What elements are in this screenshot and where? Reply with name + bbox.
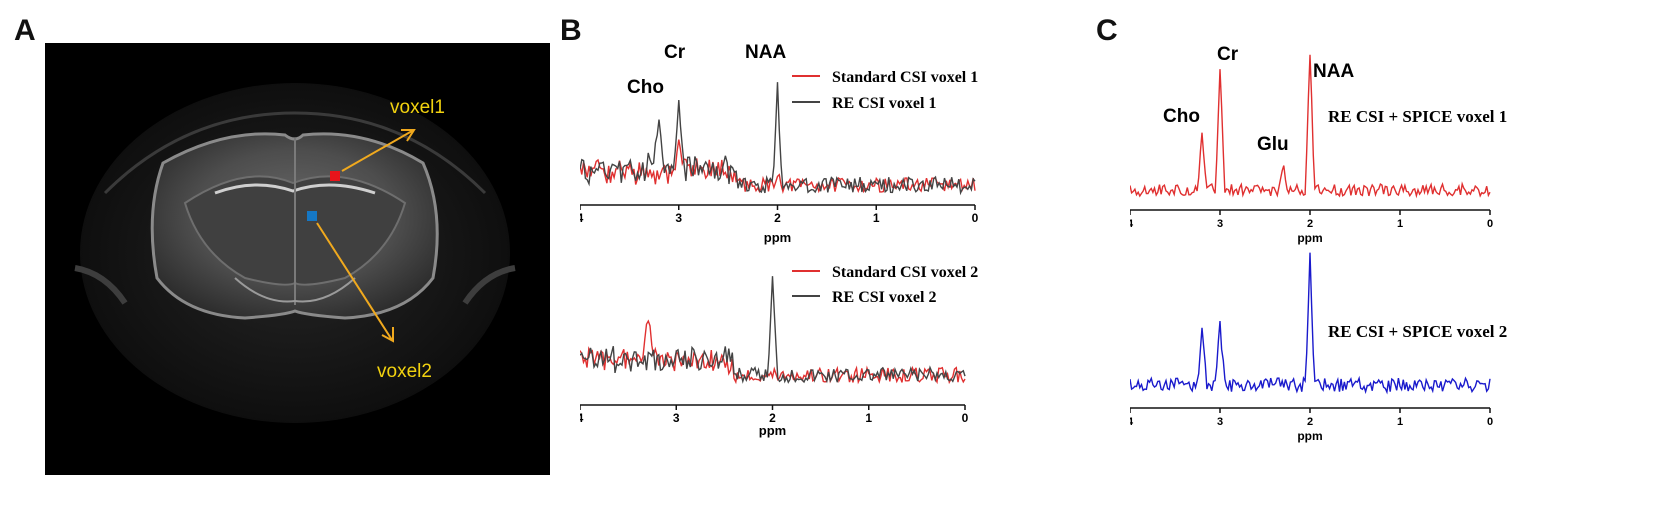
skull-contour	[103, 111, 487, 195]
glu-peak-label-c: Glu	[1257, 134, 1289, 155]
voxel-arrows	[316, 129, 416, 343]
legend-label-re-voxel1: RE CSI voxel 1	[832, 95, 936, 112]
voxel1-label: voxel1	[390, 97, 445, 118]
x-axis-label: ppm	[764, 230, 791, 245]
jaw-muscles	[74, 265, 516, 305]
standard-csi-voxel1-line	[580, 139, 976, 194]
x-tick-label: 4	[580, 411, 584, 425]
cr-peak-label: Cr	[664, 42, 686, 63]
x-tick-label: 3	[1217, 218, 1223, 230]
x-tick-label: 3	[1217, 416, 1223, 428]
voxel1-arrow	[341, 130, 413, 172]
spectrum-b-bottom: Standard CSI voxel 2 RE CSI voxel 2 4 3 2 1…	[580, 264, 978, 438]
x-tick-label: 1	[873, 211, 880, 225]
panel-c-spectra: Cr NAA Cho Glu RE CSI + SPICE voxel 1 4 3…	[1130, 44, 1507, 443]
mri-brain-image: voxel1 voxel2	[45, 43, 550, 475]
voxel2-label: voxel2	[377, 361, 432, 382]
x-axis-label: ppm	[759, 423, 786, 438]
x-tick-label: 0	[1487, 218, 1493, 230]
corpus-callosum	[214, 183, 376, 195]
x-axis-c-bottom: 4 3 2 1 0 ppm	[1130, 407, 1493, 443]
legend-label-standard-voxel1: Standard CSI voxel 1	[832, 69, 978, 86]
voxel1-arrowhead	[401, 129, 416, 142]
voxel2-arrowhead	[381, 327, 394, 343]
x-tick-label: 4	[1130, 416, 1134, 428]
x-tick-label: 4	[1130, 218, 1134, 230]
voxel2-arrow	[316, 222, 393, 341]
panel-label-c: C	[1096, 14, 1118, 47]
cho-peak-label: Cho	[627, 77, 664, 98]
legend-label-spice-voxel1: RE CSI + SPICE voxel 1	[1328, 107, 1507, 126]
hippocampus-contour	[234, 277, 356, 303]
x-axis-b-bottom: 4 3 2 1 0 ppm	[580, 404, 969, 438]
spectrum-c-top: Cr NAA Cho Glu RE CSI + SPICE voxel 1 4 3…	[1130, 44, 1507, 245]
x-axis-b-top: 4 3 2 1 0 ppm	[580, 204, 979, 245]
x-tick-label: 2	[1307, 218, 1313, 230]
standard-csi-voxel2-line	[580, 319, 966, 385]
x-axis-c-top: 4 3 2 1 0 ppm	[1130, 209, 1493, 245]
panel-label-b: B	[560, 14, 582, 47]
panel-b-spectra: Cho Cr NAA Standard CSI voxel 1 RE CSI v…	[580, 42, 979, 438]
x-axis-label: ppm	[1297, 429, 1322, 443]
x-tick-label: 1	[865, 411, 872, 425]
x-tick-label: 0	[1487, 416, 1493, 428]
x-tick-label: 0	[962, 411, 969, 425]
legend-label-standard-voxel2: Standard CSI voxel 2	[832, 264, 978, 281]
voxel2-marker	[307, 211, 317, 221]
re-csi-voxel2-line	[580, 276, 966, 384]
legend-label-spice-voxel2: RE CSI + SPICE voxel 2	[1328, 322, 1507, 341]
x-tick-label: 0	[972, 211, 979, 225]
naa-peak-label: NAA	[745, 42, 786, 63]
spice-voxel2-line	[1130, 252, 1491, 395]
re-csi-voxel1-line	[580, 82, 976, 196]
cr-peak-label-c: Cr	[1217, 44, 1239, 65]
spice-voxel1-line	[1130, 54, 1491, 199]
x-tick-label: 2	[1307, 416, 1313, 428]
x-tick-label: 3	[673, 411, 680, 425]
spectrum-b-top: Cho Cr NAA Standard CSI voxel 1 RE CSI v…	[580, 42, 979, 245]
naa-peak-label-c: NAA	[1313, 61, 1354, 82]
x-tick-label: 3	[675, 211, 682, 225]
panel-label-a: A	[14, 14, 36, 47]
voxel1-marker	[330, 171, 340, 181]
x-axis-label: ppm	[1297, 231, 1322, 245]
cho-peak-label-c: Cho	[1163, 106, 1200, 127]
x-tick-label: 1	[1397, 416, 1403, 428]
x-tick-label: 1	[1397, 218, 1403, 230]
x-tick-label: 2	[769, 411, 776, 425]
spectrum-c-bottom: RE CSI + SPICE voxel 2 4 3 2 1 0 ppm	[1130, 252, 1507, 443]
x-tick-label: 4	[580, 211, 584, 225]
x-tick-label: 2	[774, 211, 781, 225]
legend-label-re-voxel2: RE CSI voxel 2	[832, 289, 936, 306]
